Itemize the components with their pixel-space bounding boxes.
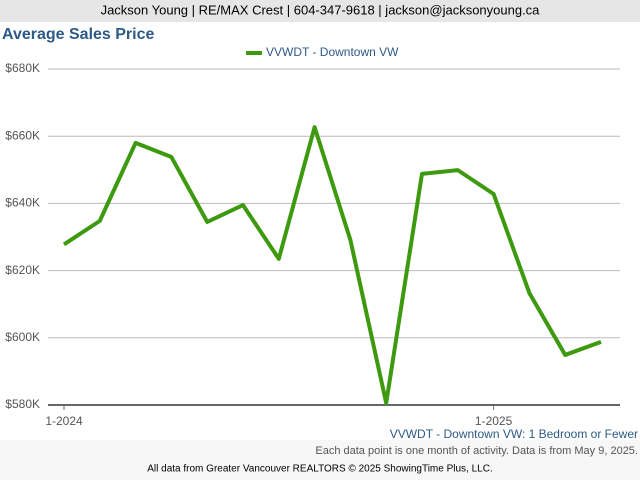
subtitle: VVWDT - Downtown VW: 1 Bedroom or Fewer — [390, 427, 638, 441]
legend-label: VVWDT - Downtown VW — [266, 45, 399, 59]
y-tick-label: $580K — [5, 397, 40, 411]
y-tick-label: $600K — [5, 330, 40, 344]
y-tick-label: $620K — [5, 263, 40, 277]
x-tick-label: 1-2025 — [475, 414, 513, 428]
data-line — [62, 125, 602, 405]
note: Each data point is one month of activity… — [315, 445, 638, 457]
y-tick-label: $660K — [5, 128, 40, 142]
y-tick-label: $640K — [5, 196, 40, 210]
chart-title: Average Sales Price — [2, 26, 155, 43]
x-tick-label: 1-2024 — [45, 414, 83, 428]
footer-bg — [0, 440, 640, 480]
header: Jackson Young | RE/MAX Crest | 604-347-9… — [101, 2, 541, 17]
header-bar — [0, 0, 640, 22]
y-tick-label: $680K — [5, 61, 40, 75]
footer: All data from Greater Vancouver REALTORS… — [147, 464, 492, 475]
